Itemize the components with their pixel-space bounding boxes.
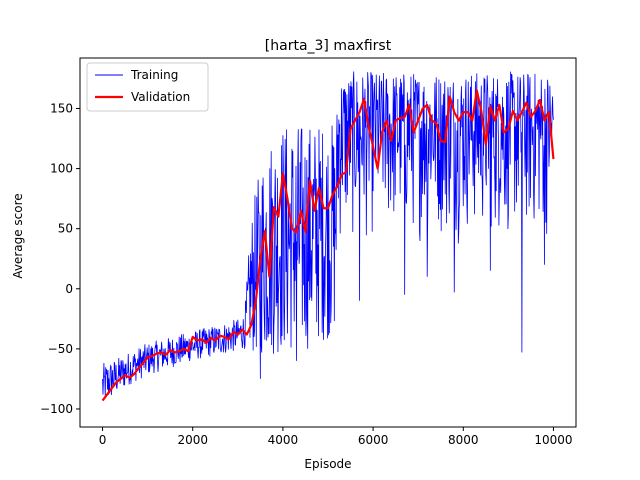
y-tick-label: 0 bbox=[65, 282, 73, 296]
legend-label-training: Training bbox=[130, 68, 178, 82]
plot-area bbox=[101, 71, 555, 402]
x-tick-label: 4000 bbox=[268, 433, 299, 447]
y-tick-label: 100 bbox=[50, 162, 73, 176]
y-tick-label: 150 bbox=[50, 101, 73, 115]
chart-title: [harta_3] maxfirst bbox=[265, 38, 392, 54]
legend: Training Validation bbox=[86, 62, 209, 112]
x-tick-label: 0 bbox=[99, 433, 107, 447]
x-tick-label: 10000 bbox=[534, 433, 572, 447]
axes-frame bbox=[79, 57, 577, 428]
y-axis-label: Average score bbox=[11, 193, 25, 278]
legend-label-validation: Validation bbox=[131, 90, 190, 104]
series-validation-line bbox=[101, 89, 555, 402]
y-tick-label: 50 bbox=[58, 222, 73, 236]
axes: 0 2000 4000 6000 8000 10000 −100 −50 0 50 100 150 bbox=[40, 57, 577, 447]
y-tick-label: −100 bbox=[40, 402, 73, 416]
x-tick-label: 6000 bbox=[358, 433, 389, 447]
x-axis-label: Episode bbox=[304, 457, 351, 471]
x-tick-label: 8000 bbox=[448, 433, 479, 447]
y-tick-label: −50 bbox=[48, 342, 73, 356]
x-tick-label: 2000 bbox=[177, 433, 208, 447]
plot-content bbox=[101, 71, 555, 402]
